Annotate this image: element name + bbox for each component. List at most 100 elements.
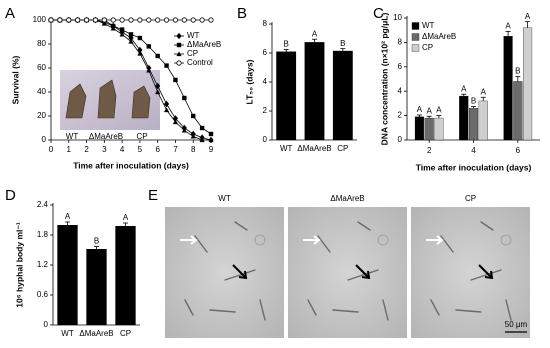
marker (146, 44, 151, 49)
x-tick-label: CP (337, 144, 348, 153)
x-tick-label: 6 (516, 146, 521, 155)
x-tick-label: ΔMaAreB (297, 144, 331, 153)
legend-swatch (411, 22, 420, 30)
y-tick-label: 6 (398, 62, 403, 71)
micrograph-label: ΔMaAreB (330, 194, 364, 203)
arrow-black (355, 264, 371, 280)
marker (208, 17, 214, 23)
marker (181, 17, 187, 23)
marker (92, 17, 99, 23)
bar (57, 225, 78, 325)
marker (199, 17, 205, 23)
micrograph-label: CP (465, 194, 476, 203)
significance-letter: A (312, 29, 318, 38)
hyphal-body (184, 299, 194, 316)
x-tick-label: CP (120, 329, 131, 338)
hyphal-body (307, 299, 317, 316)
x-tick-label: 2 (84, 145, 89, 154)
marker (119, 17, 125, 23)
panel-label: E (148, 187, 158, 204)
y-axis-label: LT₅₀ (days) (244, 59, 254, 104)
marker (155, 53, 160, 59)
y-tick-label: 1.2 (37, 260, 49, 269)
marker (163, 107, 170, 113)
significance-letter: B (94, 237, 99, 246)
significance-letter: B (283, 39, 288, 48)
arrow-white (303, 235, 321, 245)
arrow-white (180, 235, 198, 245)
marker (137, 35, 143, 41)
hyphal-body (455, 309, 482, 313)
inset-label: CP (136, 132, 147, 141)
arrow-black (478, 264, 494, 280)
x-tick-label: WT (280, 144, 293, 153)
y-tick-label: 2 (263, 106, 268, 115)
y-tick-label: 80 (37, 39, 46, 48)
hyphal-body (480, 221, 494, 231)
bar (478, 100, 488, 141)
inset-label: WT (66, 132, 79, 141)
hyphal-body (194, 235, 208, 253)
significance-letter: A (65, 212, 71, 221)
y-tick-label: 100 (33, 15, 47, 24)
y-tick-label: 0 (398, 135, 403, 144)
arrow-black (232, 264, 248, 280)
x-axis-label: Time after inoculation (days) (73, 160, 189, 170)
significance-letter: B (471, 97, 476, 106)
micrograph (411, 207, 530, 338)
y-tick-label: 4 (398, 86, 403, 95)
y-tick-label: 40 (37, 87, 46, 96)
x-tick-label: 0 (49, 145, 54, 154)
marker (119, 27, 125, 32)
panel-label: A (5, 5, 15, 22)
marker (66, 17, 72, 23)
significance-letter: A (417, 105, 423, 114)
scale-bar-label: 50 μm (505, 320, 528, 329)
conidium (254, 234, 266, 246)
marker (57, 17, 63, 23)
y-tick-label: 8 (263, 19, 268, 28)
x-tick-label: 6 (155, 145, 160, 154)
x-tick-label: 9 (209, 145, 214, 154)
significance-letter: A (123, 213, 129, 222)
panel-label: B (237, 5, 247, 22)
marker (190, 133, 196, 139)
marker (172, 17, 179, 23)
marker (208, 131, 214, 137)
x-tick-label: WT (61, 329, 74, 338)
hyphal-body (347, 269, 379, 281)
marker (110, 25, 116, 31)
marker (128, 17, 134, 23)
x-axis-label: Time after inoculation (days) (416, 162, 532, 172)
hyphal-body (440, 235, 454, 253)
y-tick-label: 2 (398, 111, 403, 120)
hyphal-body (505, 299, 512, 321)
legend-label: ΔMaAreB (187, 40, 221, 49)
y-axis-label: 10⁶ hyphal body ml⁻¹ (14, 222, 24, 308)
significance-letter: A (505, 22, 511, 31)
bar (434, 117, 444, 141)
marker (146, 67, 152, 73)
x-tick-label: 7 (173, 145, 178, 154)
significance-letter: A (481, 87, 487, 96)
panel-label: C (373, 5, 384, 22)
inset-label: ΔMaAreB (89, 132, 123, 141)
grasshopper (131, 85, 151, 119)
x-tick-label: 1 (67, 145, 72, 154)
hyphal-body (209, 309, 236, 313)
y-tick-label: 4 (263, 77, 268, 86)
marker (119, 31, 125, 37)
marker (110, 17, 116, 23)
marker (137, 17, 143, 23)
significance-letter: A (525, 12, 531, 21)
hyphal-body (382, 299, 389, 321)
y-tick-label: 20 (37, 111, 46, 120)
hyphal-body (234, 221, 248, 231)
bar (304, 42, 325, 140)
y-tick-label: 0 (263, 135, 268, 144)
micrograph (288, 207, 407, 338)
significance-letter: A (461, 84, 467, 93)
bar (276, 51, 297, 140)
legend-label: CP (187, 49, 198, 58)
marker (172, 119, 179, 125)
